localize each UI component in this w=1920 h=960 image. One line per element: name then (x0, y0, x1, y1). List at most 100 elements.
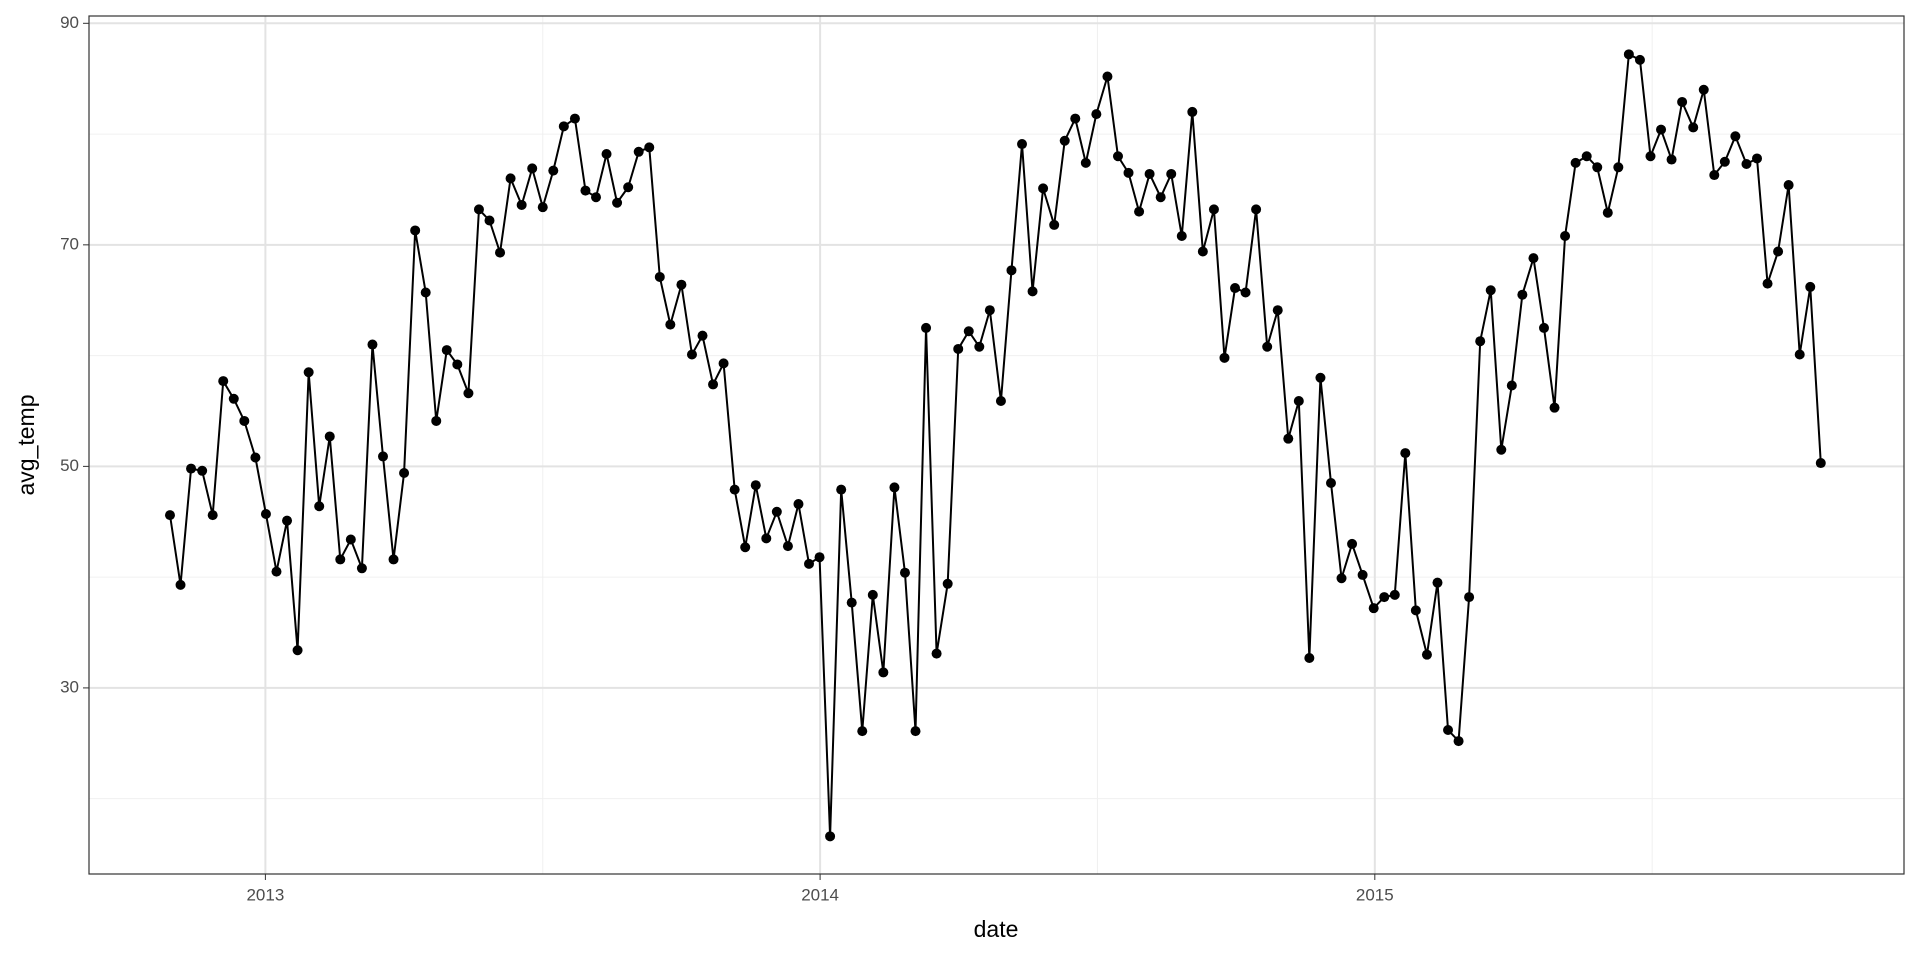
y-tick-label: 70 (60, 234, 79, 253)
point (207, 510, 218, 521)
point (889, 482, 900, 493)
point (1762, 278, 1773, 289)
point (1230, 283, 1241, 294)
point (1251, 204, 1262, 215)
point (1517, 289, 1528, 300)
point (740, 542, 751, 553)
point (1783, 180, 1794, 191)
point (1049, 219, 1060, 230)
point (591, 192, 602, 203)
point (1315, 372, 1326, 383)
point (1080, 157, 1091, 168)
point (1325, 477, 1336, 488)
point (1368, 603, 1379, 614)
point (761, 533, 772, 544)
point (814, 552, 825, 563)
point (420, 287, 431, 298)
point (260, 509, 271, 520)
point (782, 541, 793, 552)
point (1144, 168, 1155, 179)
point (1059, 135, 1070, 146)
point (1656, 124, 1667, 135)
point (250, 452, 261, 463)
y-axis-title: avg_temp (13, 394, 39, 495)
point (228, 393, 239, 404)
point (399, 468, 410, 479)
point (963, 326, 974, 337)
point (548, 165, 559, 176)
point (431, 415, 442, 426)
point (1506, 380, 1517, 391)
point (271, 566, 282, 577)
point (1176, 230, 1187, 241)
x-axis-title: date (974, 916, 1019, 942)
point (473, 204, 484, 215)
point (441, 345, 452, 356)
point (1719, 156, 1730, 167)
point (804, 558, 815, 569)
point (1091, 109, 1102, 120)
point (218, 376, 229, 387)
point (1262, 341, 1273, 352)
point (335, 554, 346, 565)
point (846, 597, 857, 608)
point (708, 379, 719, 390)
point (580, 185, 591, 196)
point (899, 567, 910, 578)
point (665, 319, 676, 330)
point (1805, 281, 1816, 292)
point (1570, 157, 1581, 168)
point (1283, 433, 1294, 444)
point (1613, 162, 1624, 173)
point (931, 648, 942, 659)
point (569, 113, 580, 124)
point (1549, 402, 1560, 413)
point (612, 197, 623, 208)
point (197, 465, 208, 476)
point (878, 667, 889, 678)
point (654, 271, 665, 282)
y-tick-label: 30 (60, 677, 79, 696)
point (175, 579, 186, 590)
point (1208, 204, 1219, 215)
point (1698, 84, 1709, 95)
point (1102, 71, 1113, 82)
point (676, 279, 687, 290)
point (644, 142, 655, 153)
point (292, 645, 303, 656)
point (484, 215, 495, 226)
point (1538, 322, 1549, 333)
point (1017, 139, 1028, 150)
point (1560, 230, 1571, 241)
point (324, 431, 335, 442)
point (1400, 448, 1411, 459)
point (410, 225, 421, 236)
point (1336, 573, 1347, 584)
point (1634, 54, 1645, 65)
point (825, 831, 836, 842)
point (1730, 131, 1741, 142)
point (1123, 167, 1134, 178)
point (537, 202, 548, 213)
y-tick-label: 90 (60, 13, 79, 32)
point (282, 515, 293, 526)
y-tick-label: 50 (60, 456, 79, 475)
point (1410, 605, 1421, 616)
point (1709, 170, 1720, 181)
point (239, 415, 250, 426)
point (1006, 265, 1017, 276)
point (505, 173, 516, 184)
plot-border (88, 15, 1905, 875)
point (1528, 253, 1539, 264)
point (1475, 336, 1486, 347)
point (1794, 349, 1805, 360)
point (601, 149, 612, 160)
point (1645, 151, 1656, 162)
point (1496, 444, 1507, 455)
point (463, 388, 474, 399)
point (1623, 49, 1634, 60)
point (516, 199, 527, 210)
point (771, 506, 782, 517)
point (1070, 113, 1081, 124)
point (953, 343, 964, 354)
